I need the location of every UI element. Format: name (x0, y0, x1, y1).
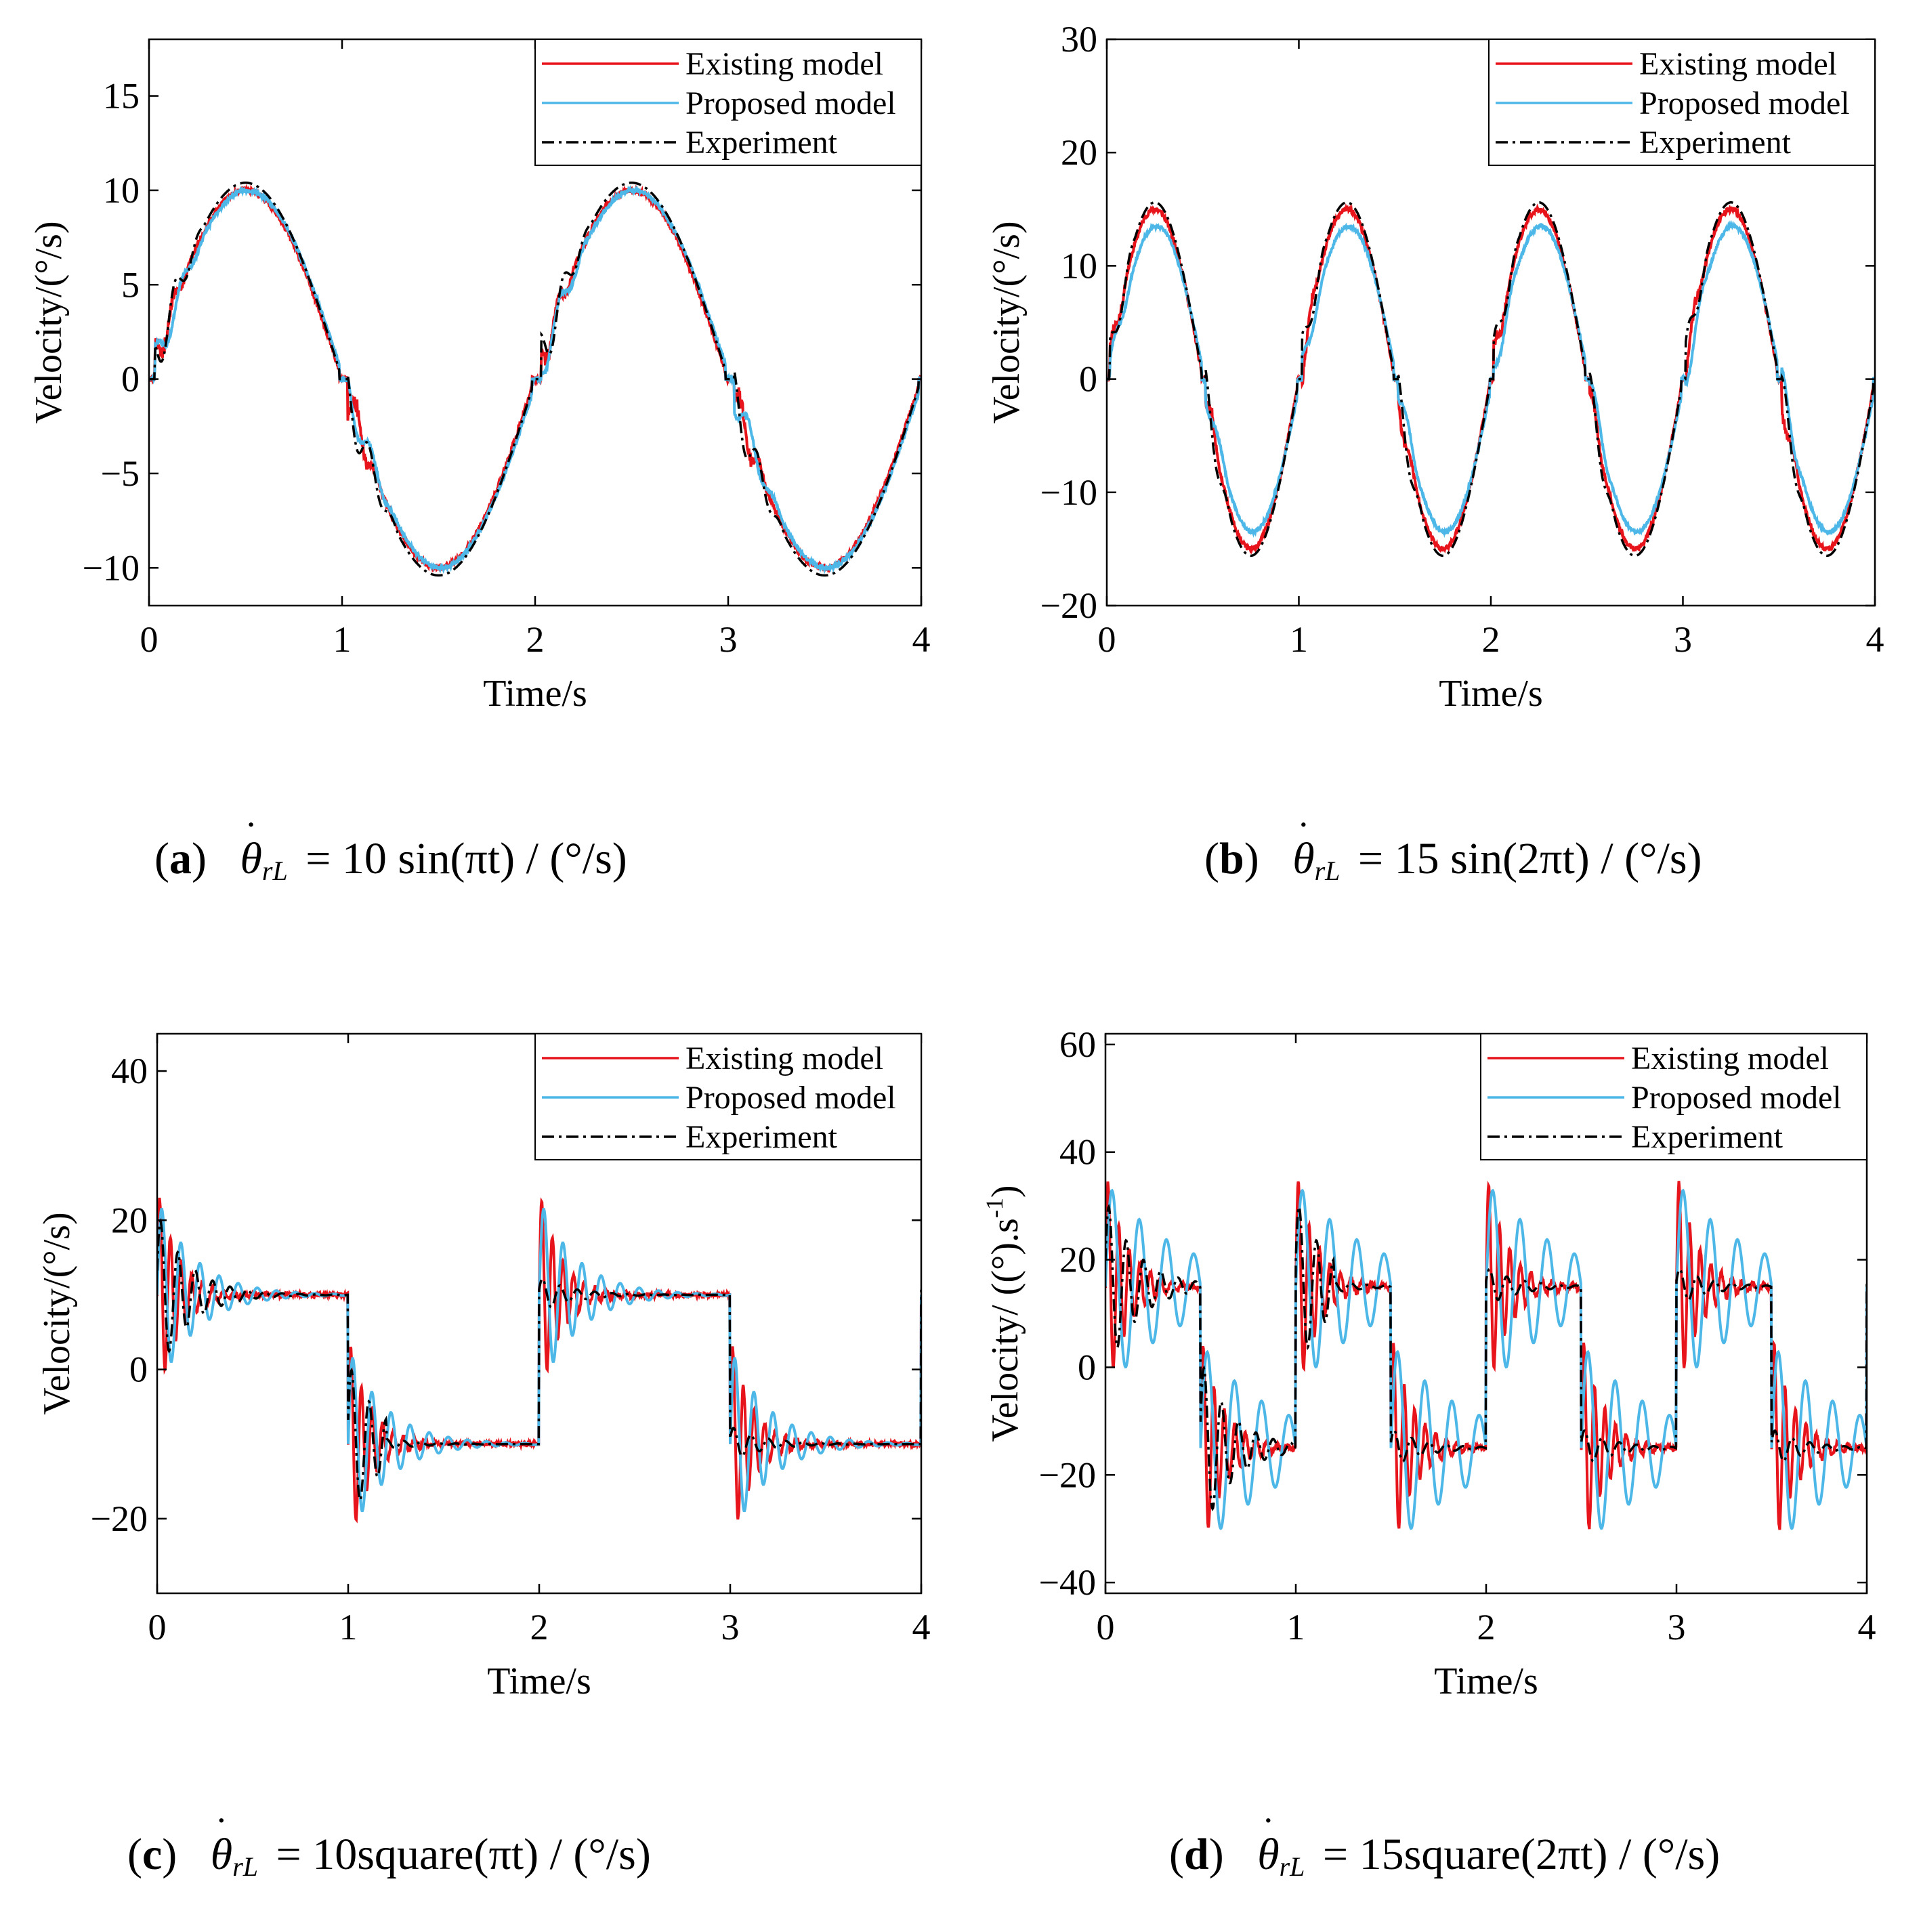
y-tick-label: 5 (121, 264, 140, 305)
plot-area-d (1105, 1180, 1867, 1530)
y-tick-label: 40 (111, 1051, 148, 1091)
x-tick-label: 1 (339, 1607, 358, 1647)
chart-d: 0 1 2 3 4 −40 −20 0 20 40 60 Time/s Velocity/ ((°).s… (981, 1024, 1876, 1702)
x-axis-label: Time/s (1434, 1660, 1538, 1702)
x-tick-label: 1 (1287, 1607, 1305, 1647)
y-tick-label: −20 (1039, 1454, 1096, 1495)
plot-area-c (157, 1197, 921, 1524)
y-tick-label: 60 (1059, 1024, 1096, 1065)
series-line-experiment (1107, 201, 1875, 558)
legend-label-proposed: Proposed model (685, 85, 896, 121)
legend-label-experiment: Experiment (1639, 125, 1792, 161)
series-line-proposed (149, 184, 921, 574)
x-tick-label: 3 (1674, 619, 1692, 660)
x-tick-label: 2 (1482, 619, 1500, 660)
y-tick-label: 20 (1061, 132, 1097, 173)
y-tick-label: 0 (121, 359, 140, 400)
y-tick-label: −20 (91, 1498, 148, 1539)
legend-label-experiment: Experiment (685, 125, 838, 161)
x-tick-label: 2 (1477, 1607, 1496, 1647)
plot-area-a (149, 182, 921, 577)
x-axis-label: Time/s (1439, 673, 1543, 715)
chart-c: 0 1 2 3 4 −20 0 20 40 Time/s Velocity/(°/s) Existin… (36, 1032, 931, 1702)
legend-label-existing: Existing model (685, 1041, 883, 1076)
x-tick-label: 4 (1866, 619, 1884, 660)
y-tick-label: 20 (111, 1200, 148, 1240)
legend-label-experiment: Experiment (685, 1119, 838, 1155)
x-tick-label: 3 (1668, 1607, 1686, 1647)
x-tick-label: 0 (140, 619, 159, 660)
y-tick-label: 0 (1079, 359, 1097, 400)
chart-a: 0 1 2 3 4 −10 −5 0 5 10 15 Time/s Velocity/(°/s) Exis… (28, 38, 931, 715)
y-tick-label: −10 (83, 547, 140, 588)
x-axis-label: Time/s (483, 673, 587, 715)
x-tick-label: 2 (526, 619, 545, 660)
y-axis-label: Velocity/ ((°).s-1) (981, 1185, 1026, 1442)
x-axis-label: Time/s (487, 1660, 591, 1702)
legend-label-existing: Existing model (1639, 46, 1837, 82)
legend-label-existing: Existing model (1631, 1041, 1829, 1076)
series-line-experiment (1105, 1203, 1867, 1511)
caption-d: (d) ˙ θrL = 15square(2πt) / (°/s) (1169, 1809, 1721, 1882)
caption-b: (b) ˙ θrL = 15 sin(2πt) / (°/s) (1204, 814, 1702, 886)
y-tick-label: 20 (1059, 1240, 1096, 1280)
y-tick-label: 0 (1078, 1347, 1096, 1387)
legend-label-proposed: Proposed model (1631, 1080, 1842, 1116)
y-tick-label: 40 (1059, 1132, 1096, 1173)
plot-area-b (1107, 201, 1875, 558)
y-tick-label: −10 (1040, 472, 1097, 513)
x-tick-label: 4 (912, 1607, 931, 1647)
x-tick-label: 0 (148, 1607, 167, 1647)
legend-label-existing: Existing model (685, 46, 883, 82)
legend-label-experiment: Experiment (1631, 1119, 1783, 1155)
x-tick-label: 4 (1858, 1607, 1876, 1647)
y-tick-label: 10 (1061, 245, 1097, 286)
x-tick-label: 2 (530, 1607, 549, 1647)
caption-c: (c) ˙ θrL = 10square(πt) / (°/s) (127, 1809, 651, 1882)
legend-label-proposed: Proposed model (685, 1080, 896, 1116)
x-tick-label: 0 (1097, 1607, 1115, 1647)
x-tick-label: 1 (333, 619, 352, 660)
x-tick-label: 3 (721, 1607, 740, 1647)
y-tick-label: 30 (1061, 19, 1097, 60)
x-tick-label: 1 (1290, 619, 1308, 660)
legend-label-proposed: Proposed model (1639, 85, 1850, 121)
y-tick-label: −40 (1039, 1562, 1096, 1603)
series-line-experiment (157, 1218, 921, 1503)
x-tick-label: 0 (1098, 619, 1116, 660)
y-tick-label: 10 (103, 170, 140, 211)
y-tick-label: 0 (129, 1349, 148, 1390)
y-axis-label: Velocity/(°/s) (986, 221, 1028, 423)
y-tick-label: −5 (101, 453, 140, 494)
series-line-proposed (157, 1208, 921, 1513)
y-axis-label: Velocity/(°/s) (28, 221, 70, 423)
y-tick-label: −20 (1040, 585, 1097, 626)
y-axis-label: Velocity/(°/s) (36, 1212, 78, 1414)
x-tick-label: 3 (719, 619, 738, 660)
chart-b: 0 1 2 3 4 −20 −10 0 10 20 30 Time/s Velocity/(°/s) Ex… (986, 19, 1884, 715)
y-tick-label: 15 (103, 76, 140, 117)
caption-a: (a) ˙ θrL = 10 sin(πt) / (°/s) (154, 814, 627, 886)
x-tick-label: 4 (912, 619, 931, 660)
